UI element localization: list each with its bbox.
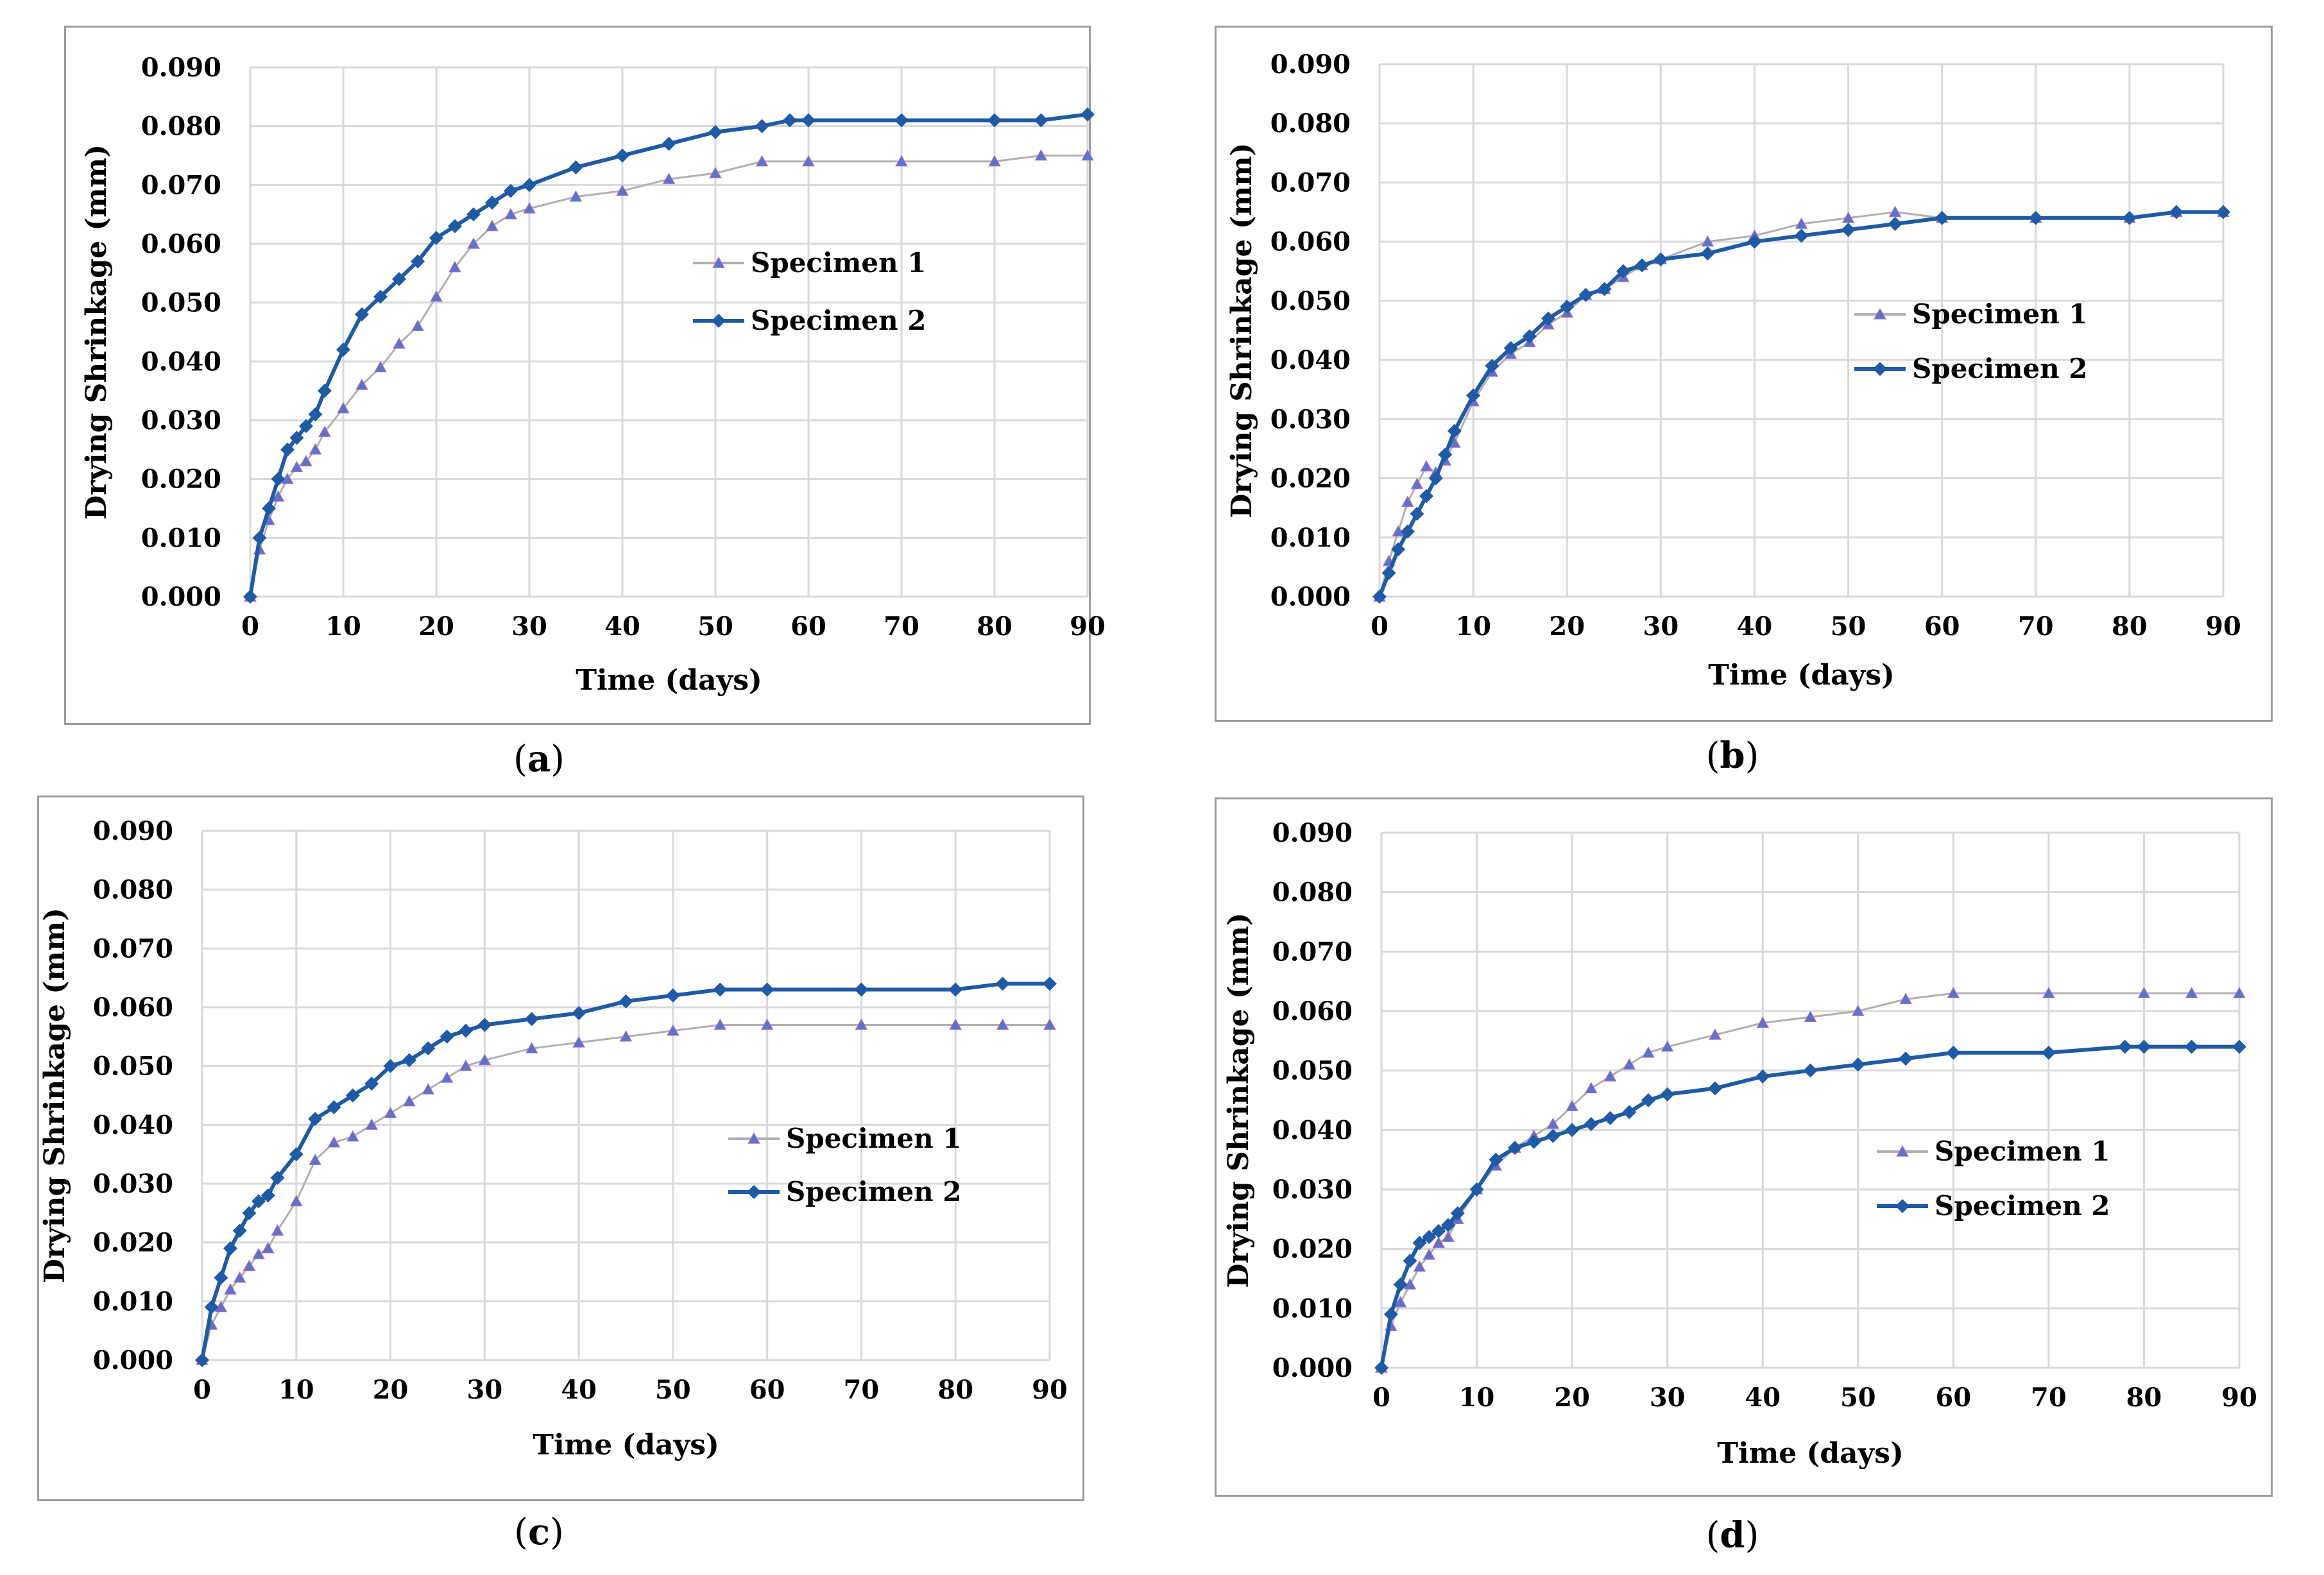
caption-d: (d) xyxy=(1705,1514,1759,1556)
caption-c: (c) xyxy=(514,1511,564,1553)
caption-b: (b) xyxy=(1705,735,1759,777)
caption-a: (a) xyxy=(513,738,565,780)
chart-panel-d xyxy=(1215,797,2273,1497)
chart-panel-b xyxy=(1215,26,2273,722)
chart-panel-c xyxy=(37,796,1084,1501)
chart-panel-a xyxy=(64,26,1091,725)
